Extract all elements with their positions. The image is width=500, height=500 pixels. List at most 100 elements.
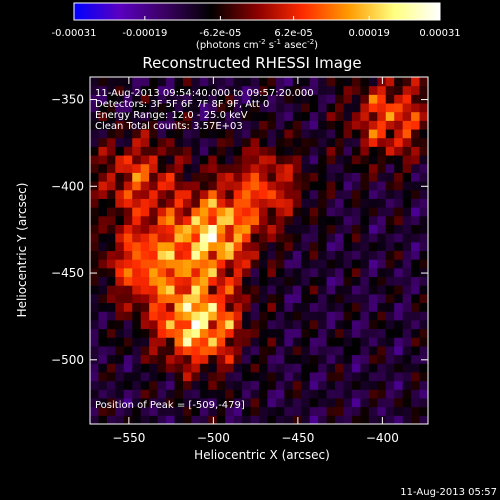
heatmap-cell: [318, 250, 328, 260]
heatmap-cell: [335, 207, 344, 217]
heatmap-cell: [301, 380, 311, 390]
heatmap-cell: [216, 406, 226, 416]
heatmap-cell: [132, 207, 142, 217]
heatmap-cell: [225, 129, 235, 139]
heatmap-cell: [199, 406, 209, 416]
heatmap-cell: [174, 77, 184, 87]
heatmap-cell: [216, 94, 226, 104]
heatmap-cell: [98, 77, 108, 87]
heatmap-cell: [182, 337, 192, 347]
heatmap-cell: [166, 172, 175, 182]
heatmap-cell: [360, 337, 370, 347]
heatmap-cell: [335, 215, 344, 225]
heatmap-cell: [123, 276, 133, 286]
heatmap-cell: [98, 85, 108, 95]
heatmap-cell: [191, 293, 201, 304]
heatmap-cell: [149, 181, 159, 191]
heatmap-cell: [157, 103, 167, 113]
heatmap-cell: [106, 241, 116, 251]
heatmap-cell: [326, 146, 336, 156]
heatmap-cell: [208, 224, 218, 234]
heatmap-cell: [90, 302, 99, 312]
heatmap-cell: [225, 250, 235, 260]
heatmap-cell: [419, 103, 428, 113]
heatmap-cell: [98, 380, 108, 390]
heatmap-cell: [419, 172, 428, 182]
heatmap-cell: [199, 267, 209, 278]
heatmap-cell: [90, 363, 99, 373]
heatmap-cell: [411, 389, 421, 399]
heatmap-cell: [267, 85, 277, 95]
heatmap-cell: [275, 85, 285, 95]
heatmap-cell: [106, 111, 116, 121]
heatmap-cell: [318, 259, 328, 269]
heatmap-cell: [157, 181, 167, 191]
heatmap-cell: [385, 146, 395, 156]
heatmap-cell: [309, 207, 319, 217]
heatmap-cell: [292, 155, 302, 165]
heatmap-cell: [132, 120, 142, 130]
heatmap-cell: [351, 172, 361, 182]
heatmap-cell: [360, 302, 370, 312]
heatmap-cell: [90, 267, 99, 278]
heatmap-cell: [394, 259, 404, 269]
heatmap-cell: [411, 354, 421, 364]
heatmap-cell: [90, 415, 99, 424]
heatmap-cell: [309, 319, 319, 330]
heatmap-cell: [98, 371, 108, 382]
heatmap-cell: [174, 215, 184, 225]
heatmap-cell: [292, 276, 302, 286]
heatmap-cell: [318, 233, 328, 243]
heatmap-cell: [411, 77, 421, 87]
heatmap-cell: [208, 415, 218, 424]
heatmap-cell: [242, 111, 252, 121]
heatmap-cell: [326, 172, 336, 182]
y-tick-label: −350: [51, 93, 84, 107]
heatmap-cell: [394, 397, 404, 408]
heatmap-cell: [123, 406, 133, 416]
heatmap-cell: [149, 172, 159, 182]
peak-position-label: Position of Peak = [-509,-479]: [95, 400, 245, 411]
heatmap-cell: [174, 163, 184, 173]
heatmap-cell: [132, 302, 142, 312]
heatmap-cell: [326, 267, 336, 278]
heatmap-cell: [157, 111, 167, 121]
heatmap-cell: [106, 181, 116, 191]
heatmap-cell: [411, 137, 421, 147]
heatmap-cell: [208, 137, 218, 147]
heatmap-cell: [225, 77, 235, 87]
heatmap-cell: [411, 319, 421, 330]
heatmap-cell: [182, 319, 192, 330]
heatmap-cell: [259, 389, 268, 399]
heatmap-cell: [343, 233, 353, 243]
heatmap-cell: [182, 77, 192, 87]
heatmap-cell: [284, 389, 294, 399]
colorbar: -0.00031 -0.00019 -6.2e-05 6.2e-05 0.00019 0.…: [52, 2, 461, 51]
heatmap-cell: [318, 137, 328, 147]
heatmap-cell: [225, 337, 235, 347]
heatmap-cell: [326, 397, 336, 408]
heatmap-cell: [174, 267, 184, 278]
heatmap-cell: [326, 189, 336, 199]
heatmap-cell: [419, 276, 428, 286]
heatmap-cell: [250, 163, 260, 173]
heatmap-cell: [419, 120, 428, 130]
heatmap-cell: [394, 224, 404, 234]
heatmap-cell: [292, 311, 302, 321]
heatmap-cell: [309, 103, 319, 113]
heatmap-cell: [123, 146, 133, 156]
heatmap-cell: [377, 397, 387, 408]
heatmap-cell: [216, 337, 226, 347]
heatmap-cell: [301, 103, 311, 113]
heatmap-cell: [90, 137, 99, 147]
heatmap-cell: [157, 397, 167, 408]
heatmap-cell: [368, 129, 378, 139]
heatmap-cell: [385, 319, 395, 330]
heatmap-cell: [157, 85, 167, 95]
heatmap-cell: [132, 172, 142, 182]
heatmap-cell: [242, 302, 252, 312]
heatmap-cell: [225, 311, 235, 321]
heatmap-cell: [318, 389, 328, 399]
heatmap-cell: [233, 215, 243, 225]
heatmap-cell: [275, 233, 285, 243]
